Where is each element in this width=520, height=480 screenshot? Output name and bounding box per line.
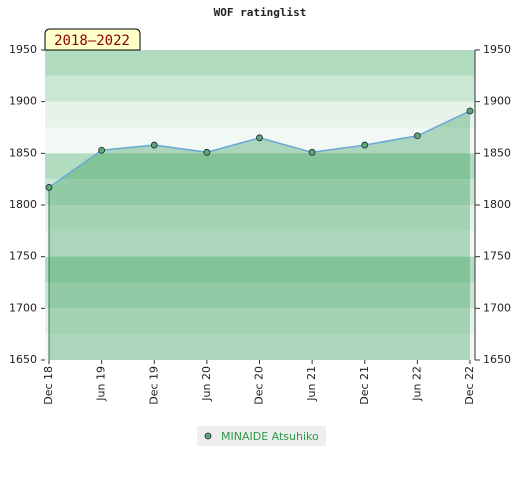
background-band: [45, 75, 475, 102]
data-point: [413, 132, 421, 140]
y2-tick-label: 1950: [483, 43, 511, 56]
background-band: [45, 230, 475, 257]
period-label: 2018–2022: [54, 33, 130, 49]
legend-box: [197, 426, 326, 446]
area-fill: [49, 110, 470, 360]
data-point: [466, 107, 474, 115]
x-tick-label: Jun 19: [95, 366, 108, 402]
y2-tick-label: 1850: [483, 146, 511, 159]
y-tick-label: 1800: [9, 198, 37, 211]
x-tick-label: Dec 21: [358, 366, 371, 405]
x-tick-label: Jun 20: [200, 366, 213, 402]
y-tick-label: 1900: [9, 95, 37, 108]
x-tick-label: Dec 20: [253, 366, 266, 405]
data-point: [98, 146, 106, 154]
legend-label: MINAIDE Atsuhiko: [221, 430, 319, 443]
y-tick-label: 1750: [9, 250, 37, 263]
background-band: [45, 256, 475, 283]
background-band: [45, 50, 475, 76]
data-point: [150, 141, 158, 149]
background-band: [45, 179, 475, 205]
background-band: [45, 205, 475, 231]
data-point: [361, 141, 369, 149]
y2-tick-label: 1750: [483, 250, 511, 263]
legend-marker: [204, 432, 212, 440]
x-tick-label: Jun 22: [410, 366, 423, 402]
background-band: [45, 153, 475, 180]
data-point: [256, 134, 263, 142]
data-point: [45, 184, 53, 191]
y-tick-label: 1700: [9, 301, 37, 314]
x-tick-label: Dec 18: [42, 366, 55, 405]
y2-tick-label: 1700: [483, 301, 511, 314]
background-band: [45, 334, 475, 360]
x-tick-label: Dec 22: [463, 366, 476, 405]
x-tick-label: Jun 21: [305, 366, 318, 402]
background-band: [45, 308, 475, 335]
x-tick-label: Dec 19: [147, 366, 160, 405]
period-badge: [44, 28, 141, 51]
background-band: [45, 282, 475, 309]
data-point: [203, 148, 211, 156]
y-tick-label: 1850: [9, 146, 37, 159]
y2-tick-label: 1650: [483, 353, 511, 366]
data-point: [308, 148, 316, 156]
y-tick-label: 1950: [9, 43, 37, 56]
chart-title: WOF ratinglist: [214, 6, 307, 19]
y-tick-label: 1650: [9, 353, 37, 366]
background-band: [45, 101, 475, 128]
y2-tick-label: 1800: [483, 198, 511, 211]
y2-tick-label: 1900: [483, 95, 511, 108]
